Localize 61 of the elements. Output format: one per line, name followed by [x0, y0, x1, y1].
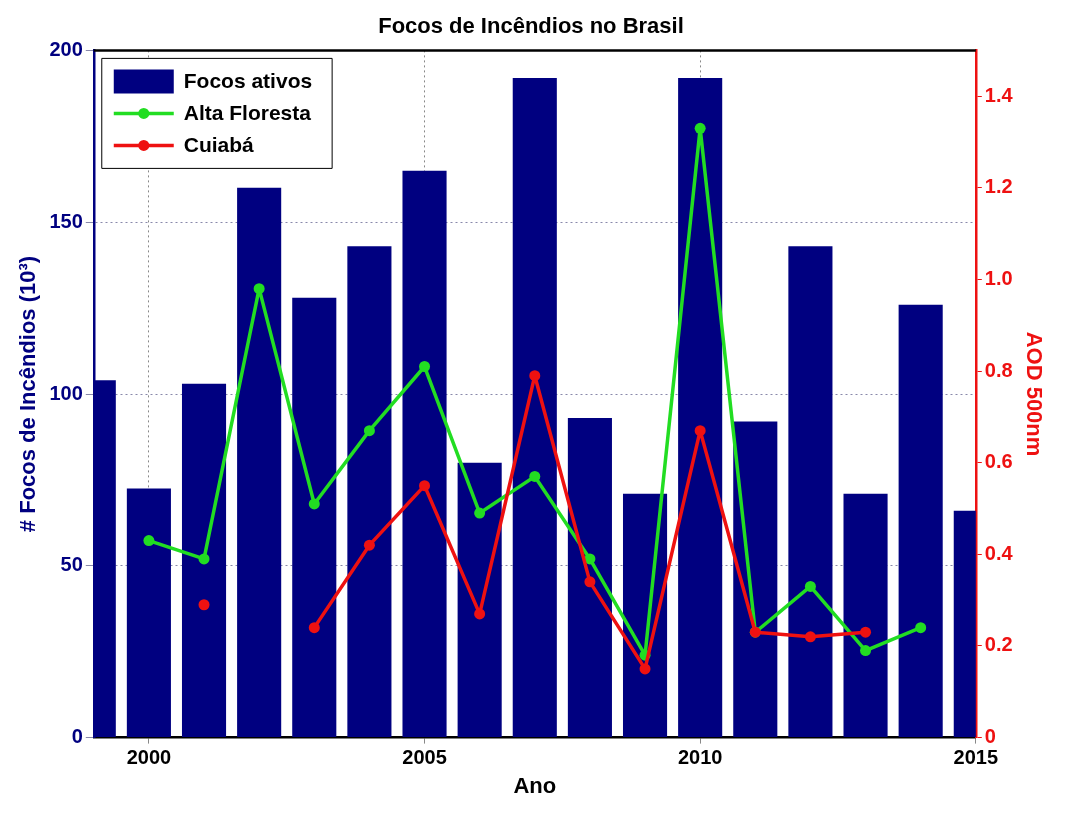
- y-tick-label: 200: [49, 37, 83, 60]
- point: [308, 622, 320, 634]
- y2-tick-label: 0.6: [984, 450, 1013, 473]
- bar: [512, 77, 557, 738]
- legend-label: Alta Floresta: [183, 101, 312, 125]
- bar: [347, 246, 392, 738]
- x-tick-label: 2005: [402, 746, 447, 769]
- bar: [457, 462, 502, 738]
- point: [860, 645, 872, 657]
- bar: [402, 170, 447, 738]
- bar: [237, 187, 282, 738]
- point: [474, 608, 486, 620]
- y2-tick-label: 0: [984, 725, 996, 748]
- point: [143, 535, 155, 547]
- point: [474, 507, 486, 519]
- y2-tick-label: 0.4: [984, 541, 1014, 564]
- point: [584, 576, 596, 588]
- point: [529, 370, 541, 382]
- point: [363, 425, 375, 437]
- point: [860, 626, 872, 638]
- y2-tick-label: 1.4: [984, 83, 1014, 106]
- legend-label: Focos ativos: [183, 69, 313, 93]
- point: [804, 631, 816, 643]
- point: [198, 553, 210, 565]
- point: [694, 122, 706, 134]
- y-axis-title: # Focos de Incêndios (10³): [15, 255, 41, 533]
- point: [529, 470, 541, 482]
- point: [694, 425, 706, 437]
- point: [639, 663, 651, 675]
- point: [804, 580, 816, 592]
- y2-tick-label: 0.8: [984, 358, 1013, 381]
- x-axis-title: Ano: [513, 772, 557, 798]
- x-tick-label: 2015: [953, 746, 999, 769]
- y2-tick-label: 1.2: [984, 175, 1013, 198]
- y-tick-label: 150: [49, 209, 83, 232]
- chart-title: Focos de Incêndios no Brasil: [378, 13, 684, 39]
- bar: [733, 421, 778, 738]
- x-tick-label: 2000: [126, 746, 172, 769]
- bar: [292, 297, 337, 738]
- bar: [678, 77, 723, 738]
- x-tick-label: 2010: [677, 746, 723, 769]
- y-tick-label: 100: [49, 381, 83, 404]
- point: [198, 599, 210, 611]
- point: [308, 498, 320, 510]
- point: [363, 539, 375, 551]
- bar: [788, 246, 833, 738]
- point: [419, 361, 431, 373]
- y2-tick-label: 0.2: [984, 633, 1013, 656]
- y2-tick-label: 1.0: [984, 266, 1013, 289]
- bar: [898, 304, 943, 738]
- bar: [126, 488, 171, 738]
- point: [915, 622, 927, 634]
- y2-axis-title: AOD 500nm: [1021, 331, 1047, 457]
- bar: [843, 493, 888, 738]
- y-tick-label: 0: [71, 725, 83, 748]
- point: [419, 480, 431, 492]
- point: [253, 283, 265, 295]
- bar: [181, 383, 227, 738]
- legend-label: Cuiabá: [183, 133, 255, 157]
- bar: [567, 418, 612, 738]
- y-tick-label: 50: [60, 553, 83, 576]
